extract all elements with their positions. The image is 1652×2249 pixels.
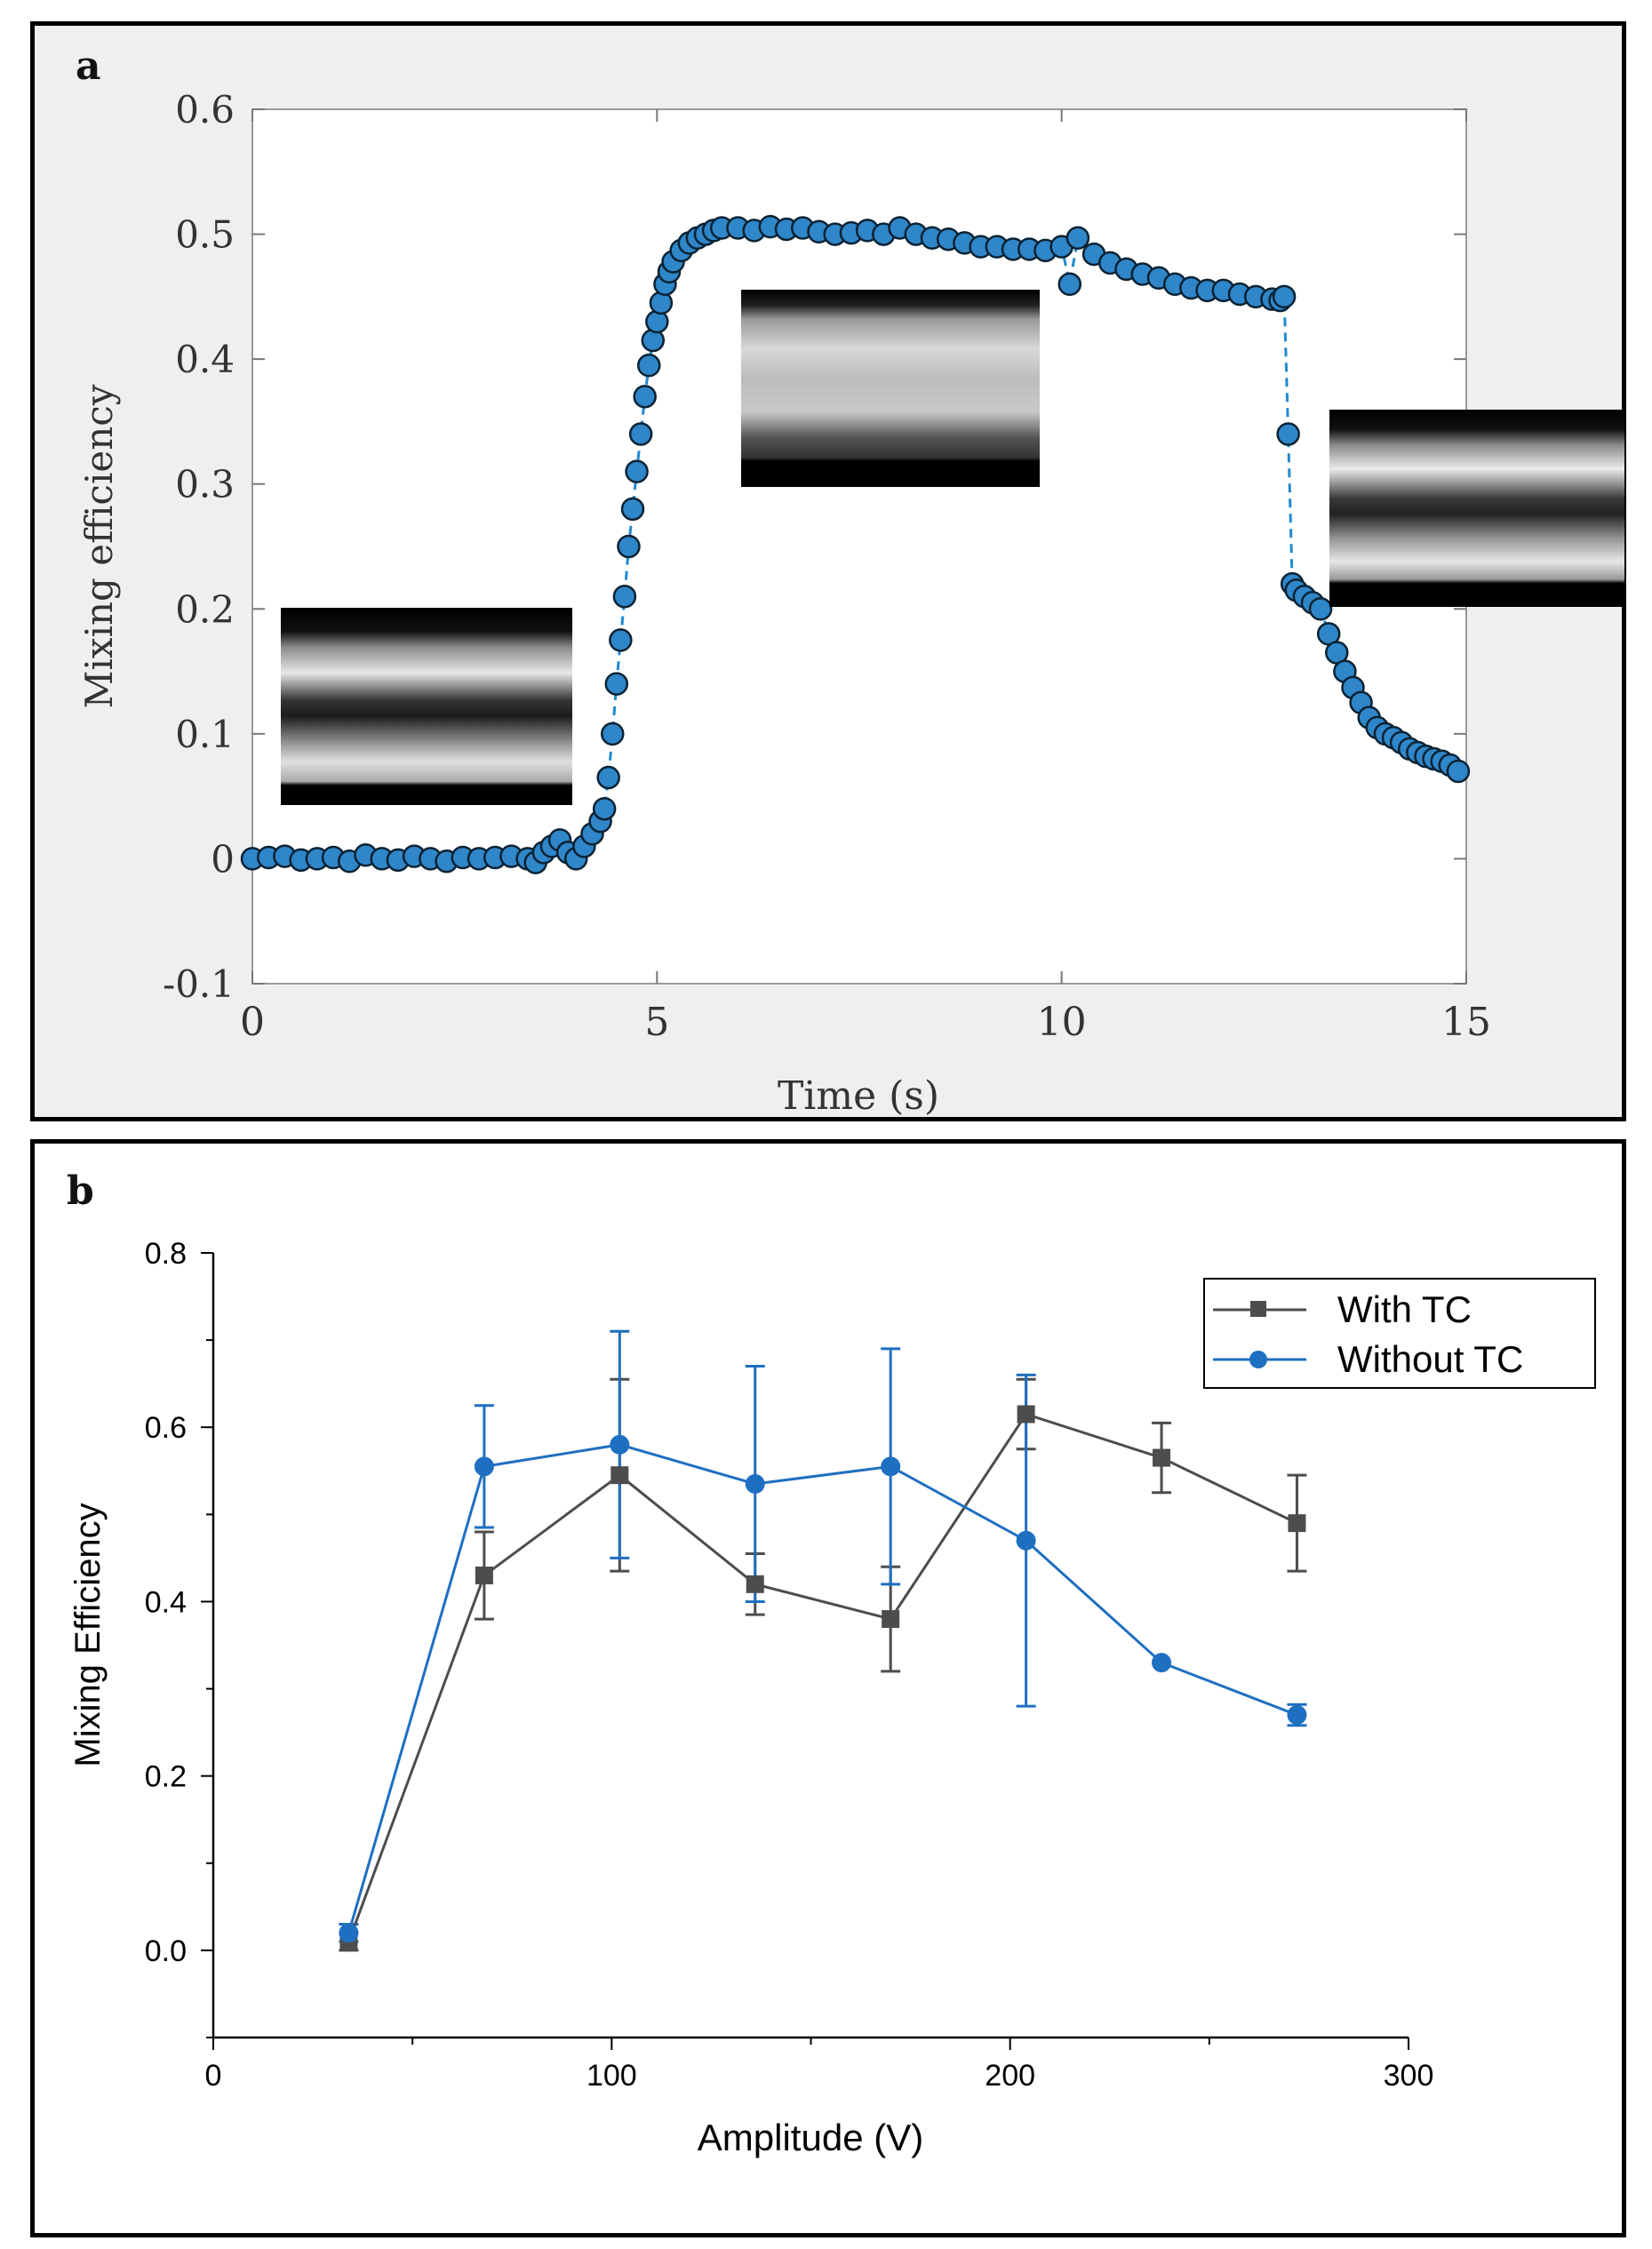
data-point-a: [604, 672, 629, 696]
y-tick-label-a: 0.6: [175, 88, 235, 132]
data-point-a: [633, 385, 657, 409]
data-point-without-tc: [745, 1473, 765, 1494]
y-tick-label-b: 0.8: [145, 1237, 187, 1271]
data-point-with-tc: [1153, 1448, 1171, 1467]
data-point-a: [1272, 284, 1297, 309]
x-tick-label-b: 300: [1384, 2059, 1434, 2093]
x-tick-label-a: 5: [644, 1000, 669, 1045]
chart-b: 0 100 200 300 0.0 0.2 0.4 0.6 0.8 With TC Withou…: [68, 1237, 1596, 2158]
y-tick-label-a: 0.2: [175, 587, 235, 631]
data-point-without-tc: [474, 1456, 494, 1477]
data-point-a: [600, 722, 625, 746]
y-tick-label-b: 0.6: [145, 1411, 187, 1445]
x-axis-label-a: Time (s): [778, 1073, 939, 1119]
panel-a-label: a: [76, 44, 101, 89]
data-point-with-tc: [1288, 1514, 1306, 1533]
data-point-with-tc: [882, 1610, 900, 1629]
data-point-with-tc: [746, 1575, 764, 1593]
data-point-a: [620, 497, 645, 522]
x-tick-label-b: 0: [205, 2059, 222, 2093]
data-point-a: [1065, 226, 1090, 251]
y-tick-label-a: 0.5: [175, 213, 235, 257]
y-tick-label-a: 0: [211, 837, 235, 881]
series-line-b-0: [347, 1412, 1298, 1942]
y-tick-label-a: 0.1: [175, 713, 235, 756]
inset-image-initial: [281, 608, 572, 805]
data-point-a: [649, 291, 674, 315]
legend-marker-with-tc: [1250, 1301, 1266, 1317]
data-point-a: [612, 584, 637, 609]
legend: With TC Without TC: [1203, 1278, 1596, 1389]
data-point-without-tc: [881, 1456, 901, 1477]
data-point-a: [1057, 272, 1082, 297]
y-axis-label-b: Mixing Efficiency: [68, 1503, 108, 1767]
data-point-with-tc: [475, 1567, 493, 1585]
inset-image-peak: [741, 290, 1040, 487]
data-point-a: [1446, 759, 1471, 784]
x-tick-label-a: 10: [1037, 1000, 1087, 1045]
data-point-a: [617, 534, 641, 559]
x-tick-label-a: 0: [240, 1000, 265, 1045]
chart-a: 0 5 10 15-0.100.10.20.30.40.50.6: [77, 88, 1624, 1119]
y-tick-label-b: 0.0: [145, 1934, 187, 1968]
legend-marker-without-tc: [1249, 1351, 1267, 1368]
data-point-a: [628, 422, 653, 446]
panel-b-label: b: [67, 1168, 94, 1214]
y-tick-label-b: 0.4: [145, 1585, 187, 1619]
data-point-a: [1308, 597, 1333, 621]
data-point-without-tc: [1152, 1653, 1172, 1673]
data-point-without-tc: [1016, 1530, 1036, 1551]
x-tick-label-a: 15: [1441, 1000, 1491, 1045]
legend-label-without-tc: Without TC: [1337, 1338, 1523, 1380]
y-tick-label-a: 0.3: [175, 463, 235, 506]
y-tick-label-a: 0.4: [175, 338, 235, 381]
x-axis-label-b: Amplitude (V): [698, 2117, 923, 2158]
data-point-a: [625, 459, 649, 483]
data-point-a: [636, 353, 661, 378]
data-point-without-tc: [339, 1923, 359, 1943]
data-point-a: [641, 328, 666, 353]
data-point-a: [609, 628, 633, 652]
data-point-a: [1276, 422, 1300, 446]
data-point-with-tc: [1017, 1405, 1035, 1424]
inset-image-final: [1329, 410, 1624, 607]
data-point-a: [645, 309, 669, 334]
x-tick-label-b: 100: [587, 2059, 637, 2093]
data-point-a: [592, 796, 617, 821]
plot-area-a: [251, 108, 1467, 985]
x-tick-label-b: 200: [985, 2059, 1035, 2093]
data-point-without-tc: [1287, 1704, 1307, 1725]
y-axis-label-a: Mixing efficiency: [77, 384, 121, 708]
legend-label-with-tc: With TC: [1337, 1288, 1472, 1330]
data-point-a: [596, 765, 620, 790]
data-point-without-tc: [610, 1434, 630, 1455]
series-line-b-1: [347, 1443, 1298, 1934]
data-point-with-tc: [611, 1466, 629, 1485]
y-tick-label-a: -0.1: [163, 962, 235, 1006]
y-tick-label-b: 0.2: [145, 1760, 187, 1794]
